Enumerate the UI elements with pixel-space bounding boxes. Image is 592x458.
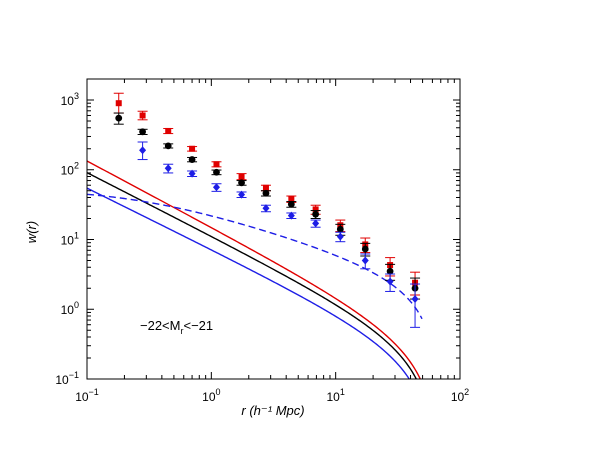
- y-axis-label: w(r): [24, 221, 39, 243]
- data-point-square: [115, 100, 122, 107]
- model-curve-3: [87, 187, 411, 379]
- data-point-square: [262, 184, 269, 191]
- data-point-circle: [164, 142, 172, 150]
- data-point-diamond: [212, 183, 220, 192]
- data-point-circle: [361, 245, 369, 253]
- x-tick-label: 100: [202, 387, 220, 404]
- data-point-circle: [386, 267, 394, 275]
- model-curves: [87, 160, 423, 379]
- data-point-diamond: [386, 277, 394, 286]
- model-curve-2: [87, 172, 418, 379]
- tick-labels: 10−1 100 101 102 10−1 100 101 102 103: [55, 91, 469, 404]
- data-point-circle: [287, 200, 295, 208]
- data-point-circle: [238, 179, 245, 187]
- data-point-circle: [188, 156, 196, 163]
- data-point-diamond: [361, 256, 369, 265]
- data-point-diamond: [411, 295, 419, 304]
- y-tick-label: 101: [61, 230, 79, 247]
- plot-frame: [86, 78, 461, 380]
- model-curve-1: [87, 160, 422, 379]
- series-3: [137, 141, 421, 328]
- axis-ticks: [86, 78, 460, 380]
- data-point-square: [238, 173, 245, 180]
- data-point-diamond: [287, 211, 295, 220]
- data-point-square: [288, 196, 295, 203]
- x-axis-label: r (h⁻¹ Mpc): [241, 403, 304, 418]
- data-point-circle: [139, 128, 146, 136]
- data-point-circle: [115, 114, 123, 122]
- data-points: [113, 92, 421, 328]
- data-point-square: [165, 127, 172, 134]
- data-point-diamond: [164, 164, 172, 173]
- data-point-square: [189, 145, 196, 152]
- data-point-square: [213, 161, 220, 168]
- x-tick-label: 101: [326, 387, 344, 404]
- data-point-diamond: [238, 190, 246, 199]
- data-point-square: [312, 206, 319, 213]
- data-point-diamond: [188, 169, 196, 178]
- x-tick-label: 10−1: [75, 387, 99, 404]
- data-point-diamond: [139, 146, 147, 155]
- data-point-diamond: [336, 232, 344, 241]
- data-point-diamond: [262, 204, 270, 213]
- data-point-circle: [336, 225, 344, 233]
- data-point-square: [139, 112, 146, 119]
- y-tick-label: 102: [61, 161, 79, 178]
- data-point-circle: [262, 189, 270, 197]
- data-point-circle: [312, 210, 320, 218]
- y-tick-label: 10−1: [55, 370, 79, 387]
- data-point-circle: [213, 168, 220, 176]
- data-point-diamond: [312, 219, 320, 228]
- annotation: −22<Mr<−21: [140, 318, 213, 336]
- y-tick-label: 103: [61, 91, 79, 108]
- x-tick-label: 102: [451, 387, 469, 404]
- y-tick-label: 100: [61, 300, 79, 317]
